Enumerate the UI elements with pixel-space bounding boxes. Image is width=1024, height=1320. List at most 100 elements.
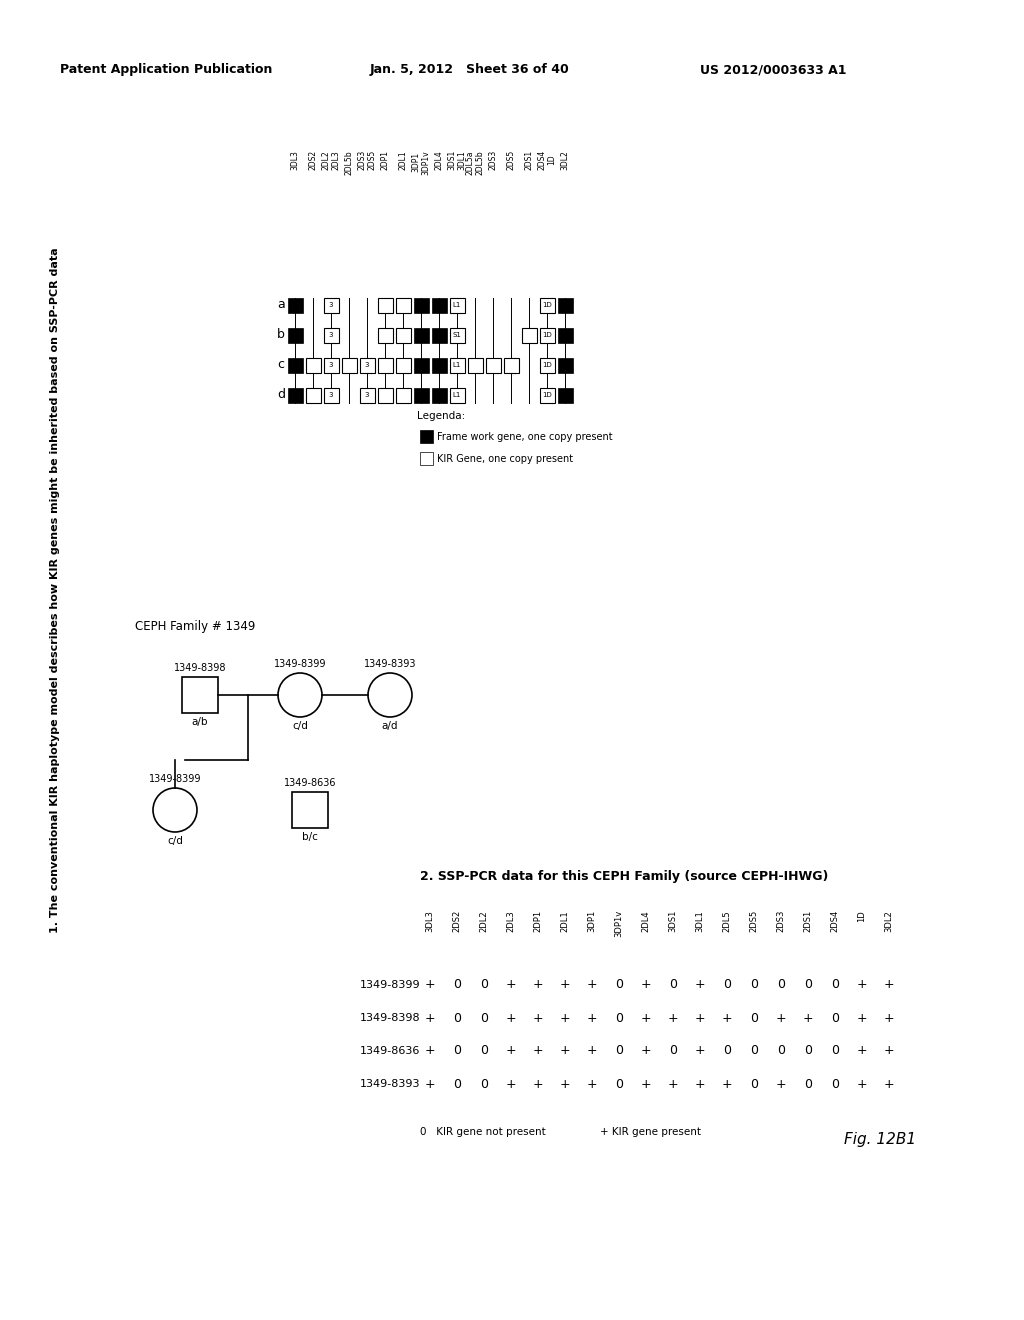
Text: 1349-8398: 1349-8398 xyxy=(359,1012,420,1023)
Text: 0: 0 xyxy=(831,1011,839,1024)
Bar xyxy=(420,451,433,465)
Text: 1349-8398: 1349-8398 xyxy=(174,663,226,673)
Text: +: + xyxy=(532,1077,544,1090)
Text: +: + xyxy=(857,1044,867,1057)
Text: 2DS3: 2DS3 xyxy=(776,909,785,932)
Text: +: + xyxy=(641,1011,651,1024)
Text: 0: 0 xyxy=(723,1044,731,1057)
Bar xyxy=(431,297,446,313)
Text: 1D: 1D xyxy=(857,909,866,921)
Bar xyxy=(378,327,392,342)
Text: 3DL3: 3DL3 xyxy=(426,909,434,932)
Bar xyxy=(324,388,339,403)
Text: +: + xyxy=(884,1044,894,1057)
Text: +: + xyxy=(668,1077,678,1090)
Text: 0: 0 xyxy=(615,1011,623,1024)
Text: 2DP1: 2DP1 xyxy=(534,909,543,932)
Text: +: + xyxy=(857,1077,867,1090)
Bar xyxy=(431,388,446,403)
Bar xyxy=(431,327,446,342)
Text: c/d: c/d xyxy=(167,836,183,846)
Text: 0: 0 xyxy=(723,978,731,991)
Bar xyxy=(359,358,375,372)
Text: +: + xyxy=(857,978,867,991)
Text: +: + xyxy=(425,1044,435,1057)
Text: +: + xyxy=(587,978,597,991)
Text: +: + xyxy=(506,1044,516,1057)
Text: 2DL4: 2DL4 xyxy=(434,150,443,170)
Bar xyxy=(359,388,375,403)
Text: 3: 3 xyxy=(365,362,370,368)
Text: 2DL1: 2DL1 xyxy=(560,909,569,932)
Text: +: + xyxy=(641,1044,651,1057)
Text: 0: 0 xyxy=(804,978,812,991)
Circle shape xyxy=(278,673,322,717)
Text: 0: 0 xyxy=(453,1077,461,1090)
Text: 0: 0 xyxy=(750,1011,758,1024)
Text: 2DL5: 2DL5 xyxy=(723,909,731,932)
Text: 3: 3 xyxy=(365,392,370,399)
Text: 3DP1
3DP1v: 3DP1 3DP1v xyxy=(412,150,431,174)
Bar xyxy=(395,327,411,342)
Text: + KIR gene present: + KIR gene present xyxy=(600,1127,701,1137)
Text: 1349-8393: 1349-8393 xyxy=(359,1078,420,1089)
Circle shape xyxy=(153,788,197,832)
Text: S1: S1 xyxy=(453,333,462,338)
Text: 1D: 1D xyxy=(542,362,552,368)
Text: 3DS1: 3DS1 xyxy=(669,909,678,932)
Text: 2DS5: 2DS5 xyxy=(507,150,515,170)
Text: 1D: 1D xyxy=(542,392,552,399)
Text: Patent Application Publication: Patent Application Publication xyxy=(60,63,272,77)
Text: +: + xyxy=(694,978,706,991)
Bar xyxy=(324,358,339,372)
Bar xyxy=(557,388,572,403)
Text: b/c: b/c xyxy=(302,832,317,842)
Text: +: + xyxy=(560,1011,570,1024)
Text: 3: 3 xyxy=(329,333,333,338)
Text: 3DL3: 3DL3 xyxy=(291,150,299,170)
Text: +: + xyxy=(587,1011,597,1024)
Text: 1349-8393: 1349-8393 xyxy=(364,659,416,669)
Text: 0: 0 xyxy=(480,1077,488,1090)
Text: +: + xyxy=(532,978,544,991)
Circle shape xyxy=(368,673,412,717)
Text: +: + xyxy=(532,1011,544,1024)
Bar xyxy=(468,358,482,372)
Text: 0: 0 xyxy=(777,1044,785,1057)
Text: 0   KIR gene not present: 0 KIR gene not present xyxy=(420,1127,546,1137)
Bar xyxy=(341,358,356,372)
Text: 3: 3 xyxy=(329,362,333,368)
Bar xyxy=(504,358,518,372)
Text: +: + xyxy=(532,1044,544,1057)
Text: 0: 0 xyxy=(669,978,677,991)
Text: Legenda:: Legenda: xyxy=(417,411,465,421)
Text: 3DP1: 3DP1 xyxy=(588,909,597,932)
Text: 3: 3 xyxy=(329,302,333,308)
Text: c/d: c/d xyxy=(292,721,308,731)
Bar xyxy=(540,358,555,372)
Text: 2DS3: 2DS3 xyxy=(488,150,498,170)
Text: +: + xyxy=(857,1011,867,1024)
Text: +: + xyxy=(560,978,570,991)
Bar xyxy=(557,358,572,372)
Bar xyxy=(395,297,411,313)
Text: Frame work gene, one copy present: Frame work gene, one copy present xyxy=(437,432,612,441)
Text: 0: 0 xyxy=(669,1044,677,1057)
Text: a/b: a/b xyxy=(191,717,208,727)
Text: 1349-8399: 1349-8399 xyxy=(148,774,202,784)
Text: L1: L1 xyxy=(453,362,461,368)
Text: 0: 0 xyxy=(750,1044,758,1057)
Text: 0: 0 xyxy=(615,978,623,991)
Text: 1D: 1D xyxy=(542,333,552,338)
Text: b: b xyxy=(278,329,285,342)
Text: +: + xyxy=(425,978,435,991)
Text: 3DL1: 3DL1 xyxy=(695,909,705,932)
Bar xyxy=(414,358,428,372)
Text: 0: 0 xyxy=(453,1011,461,1024)
Text: 2DP1: 2DP1 xyxy=(381,150,389,170)
Text: 2DL5b: 2DL5b xyxy=(344,150,353,174)
Text: 2. SSP-PCR data for this CEPH Family (source CEPH-IHWG): 2. SSP-PCR data for this CEPH Family (so… xyxy=(420,870,828,883)
Bar xyxy=(557,327,572,342)
Text: 0: 0 xyxy=(831,1077,839,1090)
Text: 1349-8399: 1349-8399 xyxy=(359,979,420,990)
